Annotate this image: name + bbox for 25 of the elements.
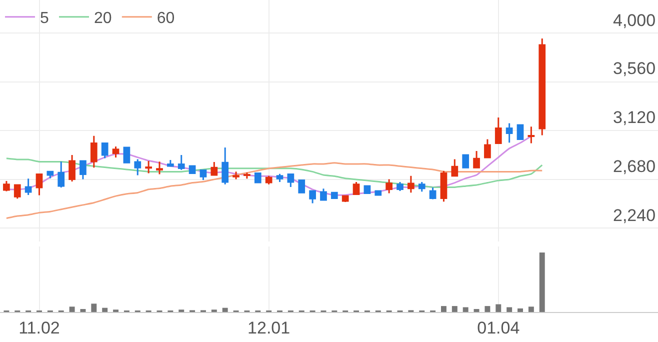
y-tick-label: 2,240: [613, 206, 656, 225]
bar: [528, 306, 534, 312]
x-tick-label: 01.04: [477, 318, 520, 338]
bar: [484, 306, 490, 312]
bar: [506, 307, 512, 312]
bar: [222, 308, 228, 312]
x-tick-label: 12.01: [248, 318, 290, 338]
y-tick-label: 4,000: [613, 11, 656, 30]
legend-label: 60: [156, 10, 175, 28]
bar: [518, 308, 523, 312]
legend-label: 5: [40, 10, 49, 28]
bar: [452, 306, 458, 312]
bar: [474, 309, 480, 312]
bar: [80, 309, 86, 312]
bar: [69, 306, 75, 312]
x-tick-label: 11.02: [18, 318, 60, 338]
bar: [496, 304, 502, 312]
y-tick-label: 2,680: [613, 157, 656, 176]
y-tick-label: 3,560: [613, 59, 656, 78]
bar: [102, 308, 108, 312]
y-tick-label: 3,120: [613, 108, 656, 127]
bar: [91, 304, 97, 312]
legend-label: 20: [94, 10, 112, 28]
bar: [441, 306, 446, 312]
bar: [462, 307, 468, 312]
